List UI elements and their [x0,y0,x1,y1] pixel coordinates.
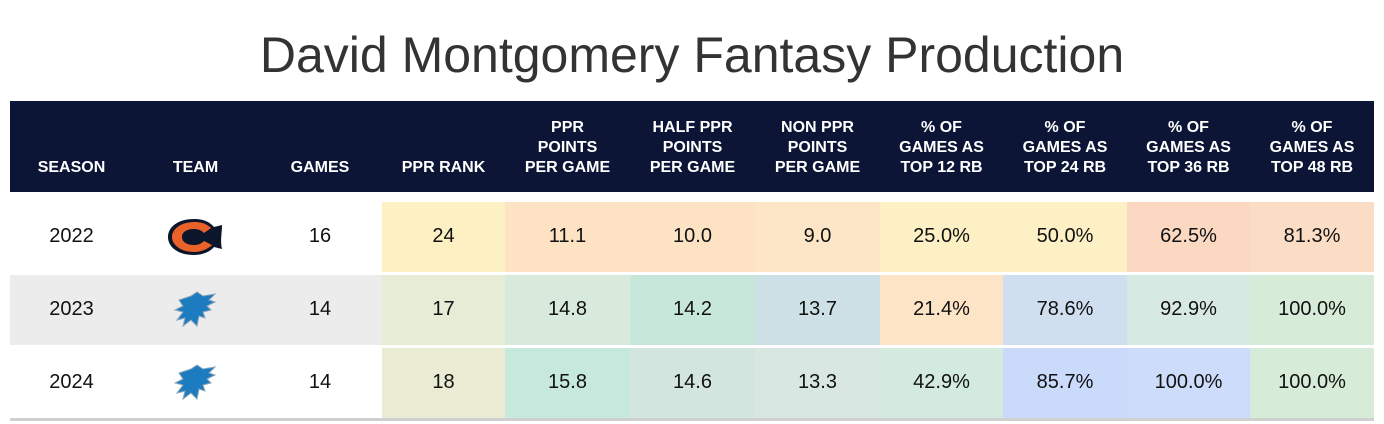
header-cell: % OF GAMES AS TOP 36 RB [1127,101,1250,193]
cell: 14.2 [630,271,755,346]
cell: 21.4% [880,271,1003,346]
cell: 14 [258,344,382,419]
cell: 2024 [10,344,133,419]
cell: 14.8 [505,271,630,346]
cell: 100.0% [1127,344,1250,419]
cell: 78.6% [1003,271,1127,346]
cell: 42.9% [880,344,1003,419]
team-logo [133,344,258,419]
header-cell: TEAM [133,101,258,193]
cell: 81.3% [1250,198,1374,273]
cell: 14.6 [630,344,755,419]
cell: 9.0 [755,198,880,273]
cell: 13.3 [755,344,880,419]
cell: 15.8 [505,344,630,419]
cell: 85.7% [1003,344,1127,419]
title: David Montgomery Fantasy Production [259,27,1125,83]
data-row: 2022 16 24 11.1 10.0 9.0 25.0% 50.0% 62.… [10,198,1374,273]
cell: 16 [258,198,382,273]
header-cell: SEASON [10,101,133,193]
cell: 17 [382,271,505,346]
cell: 10.0 [630,198,755,273]
team-logo [133,198,258,273]
header-row: SEASON TEAM GAMES PPR RANK PPR POINTS PE… [10,101,1374,193]
team-logo [133,271,258,346]
cell: 11.1 [505,198,630,273]
header-cell: % OF GAMES AS TOP 48 RB [1250,101,1374,193]
header-cell: PPR RANK [382,101,505,193]
production-table: SEASON TEAM GAMES PPR RANK PPR POINTS PE… [10,101,1374,421]
data-row: 2023 14 17 14.8 14.2 13.7 21.4% 78.6% 92… [10,271,1374,346]
data-row: 2024 14 18 15.8 14.6 13.3 42.9% 85.7% 10… [10,344,1374,419]
cell: 18 [382,344,505,419]
header-cell: % OF GAMES AS TOP 12 RB [880,101,1003,193]
cell: 25.0% [880,198,1003,273]
cell: 50.0% [1003,198,1127,273]
cell: 62.5% [1127,198,1250,273]
header-cell: GAMES [258,101,382,193]
cell: 2023 [10,271,133,346]
cell: 14 [258,271,382,346]
cell: 2022 [10,198,133,273]
cell: 100.0% [1250,344,1374,419]
cell: 24 [382,198,505,273]
header-cell: NON PPR POINTS PER GAME [755,101,880,193]
header-cell: % OF GAMES AS TOP 24 RB [1003,101,1127,193]
cell: 100.0% [1250,271,1374,346]
cell: 13.7 [755,271,880,346]
cell: 92.9% [1127,271,1250,346]
header-cell: PPR POINTS PER GAME [505,101,630,193]
bears-logo [167,218,222,255]
lions-logo [173,363,216,400]
header-cell: HALF PPR POINTS PER GAME [630,101,755,193]
lions-logo [173,290,216,327]
